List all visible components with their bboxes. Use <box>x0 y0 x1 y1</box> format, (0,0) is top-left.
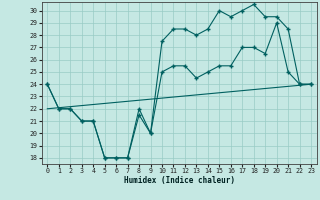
X-axis label: Humidex (Indice chaleur): Humidex (Indice chaleur) <box>124 176 235 185</box>
